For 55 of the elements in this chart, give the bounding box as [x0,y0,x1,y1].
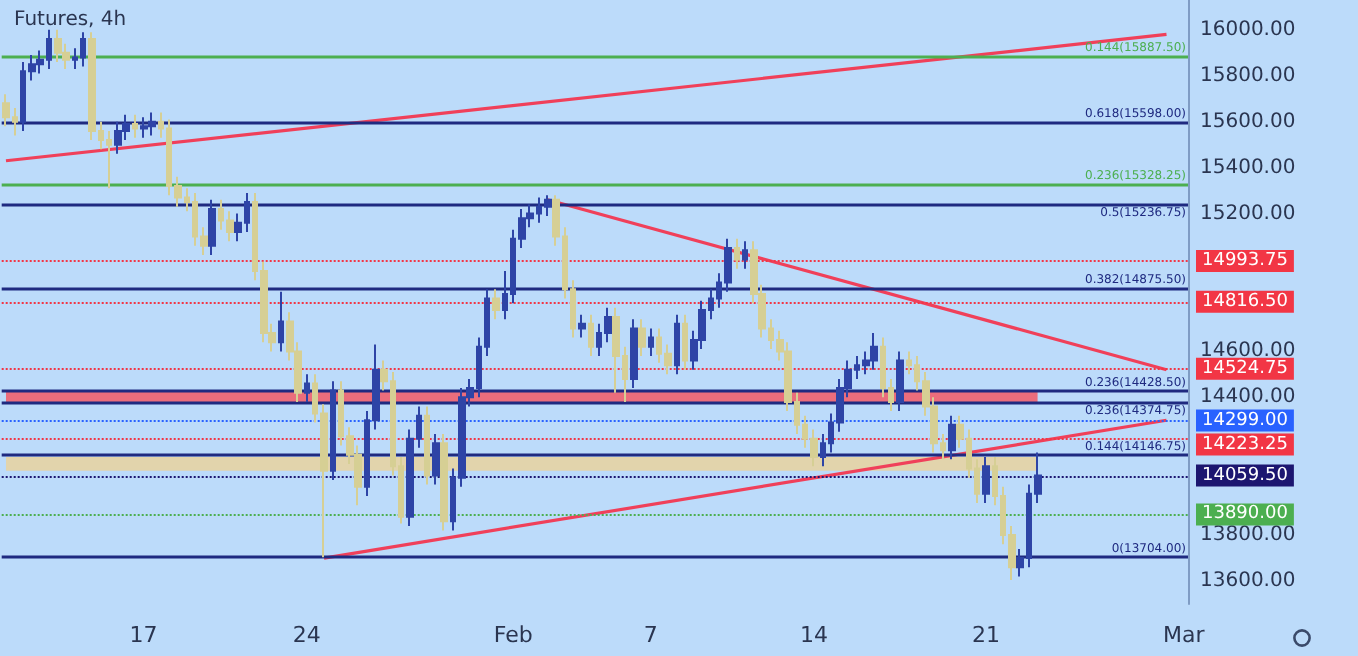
x-tick-label: 7 [643,622,658,648]
candlestick [612,306,620,394]
candlestick [492,288,500,321]
candlestick [432,433,440,486]
candlestick [870,332,878,371]
candlestick [54,28,62,64]
candlestick [80,31,86,68]
candlestick [208,198,216,256]
candlestick [330,380,336,481]
candlestick [88,31,96,142]
y-tick-label: 15200.00 [1200,202,1296,225]
candlestick [638,318,646,357]
x-tick-label: 17 [129,622,158,648]
y-tick-label: 16000.00 [1200,18,1296,41]
candlestick [648,327,654,357]
candlestick [544,194,552,217]
candlestick [106,129,112,190]
candlestick [578,313,586,339]
candlestick [682,313,688,371]
candlestick [140,116,148,139]
candlestick [982,456,990,504]
candlestick [114,120,122,155]
y-tick-label: 13600.00 [1200,570,1296,593]
x-tick-label: 21 [971,622,1000,648]
candlestick [2,93,10,128]
candlestick [630,318,638,390]
y-tick-label: 15800.00 [1200,64,1296,87]
candlestick [896,350,904,413]
ref-line-label: 13890.00 [1202,504,1289,525]
candlestick [304,373,310,403]
candlestick [948,414,956,461]
candlestick [424,405,430,486]
candlestick [148,111,156,137]
candlestick [674,313,680,376]
y-tick-label: 13800.00 [1200,524,1296,547]
ref-line-label: 14993.75 [1202,250,1288,271]
candlestick [734,237,740,270]
chart-title: Futures, 4h [14,9,127,31]
candlestick [132,113,138,139]
candlestick [742,240,748,270]
x-tick-label: Feb [493,622,533,648]
ref-line-label: 14524.75 [1202,358,1288,379]
x-tick-label: Mar [1162,622,1206,648]
y-tick-label: 15400.00 [1200,156,1296,179]
y-tick-label: 14400.00 [1200,386,1296,409]
ref-line-label: 14816.50 [1202,291,1289,312]
candlestick [440,433,448,532]
ref-line-label: 14299.00 [1202,410,1289,431]
x-tick-label: 14 [800,622,829,648]
x-tick-label: 24 [292,622,321,648]
candlestick [278,290,284,353]
ref-line-label: 14223.25 [1202,434,1288,455]
y-tick-label: 15600.00 [1200,110,1296,133]
candlestick [588,313,594,357]
ref-line-label: 14059.50 [1202,465,1289,486]
